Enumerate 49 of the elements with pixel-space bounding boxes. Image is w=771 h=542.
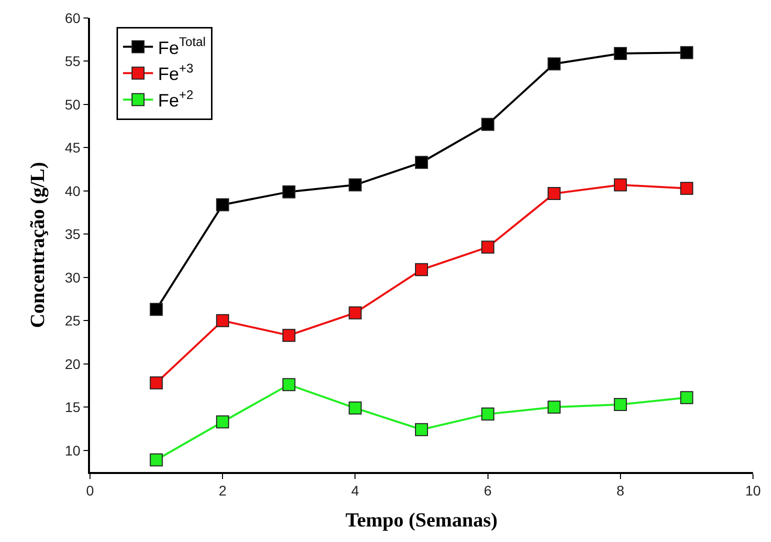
point bbox=[680, 46, 694, 60]
point bbox=[282, 328, 296, 342]
point bbox=[348, 178, 362, 192]
y-tick-label: 10 bbox=[64, 442, 81, 458]
point bbox=[216, 198, 230, 212]
y-axis-title: Concentração (g/L) bbox=[26, 162, 49, 328]
y-tick-label: 50 bbox=[64, 96, 81, 112]
point bbox=[348, 306, 362, 320]
y-tick-label: 40 bbox=[64, 182, 81, 199]
point bbox=[481, 118, 494, 131]
point bbox=[680, 391, 694, 404]
y-tick-label: 15 bbox=[64, 399, 81, 416]
y-tick-label: 55 bbox=[64, 53, 81, 70]
y-tick-label: 30 bbox=[64, 269, 81, 286]
point bbox=[680, 182, 694, 195]
point bbox=[481, 240, 494, 254]
legend-label: Fe$^{+2}$ bbox=[158, 88, 194, 111]
point bbox=[216, 415, 230, 428]
point bbox=[282, 378, 296, 392]
point bbox=[415, 156, 428, 169]
point bbox=[150, 376, 163, 390]
point bbox=[348, 402, 362, 415]
legend-label: Fe$^{Total}$ bbox=[158, 35, 206, 58]
y-tick-label: 60 bbox=[64, 10, 81, 26]
point bbox=[548, 400, 561, 414]
point bbox=[415, 423, 428, 436]
x-tick-label: 6 bbox=[484, 482, 492, 499]
y-tick-label: 45 bbox=[64, 140, 81, 156]
x-tick-label: 10 bbox=[745, 482, 761, 499]
point bbox=[548, 57, 561, 70]
y-tick-label: 25 bbox=[64, 312, 81, 329]
point bbox=[150, 453, 163, 466]
y-tick-label: 35 bbox=[64, 226, 81, 242]
x-tick-label: 2 bbox=[218, 482, 227, 499]
x-tick-label: 0 bbox=[86, 482, 94, 499]
point bbox=[548, 187, 561, 200]
point bbox=[614, 398, 627, 412]
x-axis-title: Tempo (Semanas) bbox=[345, 510, 498, 532]
point bbox=[150, 302, 163, 316]
point bbox=[614, 46, 627, 60]
x-tick-label: 4 bbox=[351, 482, 360, 499]
y-tick-label: 20 bbox=[64, 356, 81, 372]
legend-label: Fe$^{+3}$ bbox=[158, 62, 194, 84]
point bbox=[481, 408, 494, 421]
point bbox=[282, 185, 296, 198]
point bbox=[415, 263, 428, 276]
point bbox=[216, 314, 230, 328]
point bbox=[614, 178, 627, 192]
x-tick-label: 8 bbox=[616, 482, 624, 499]
